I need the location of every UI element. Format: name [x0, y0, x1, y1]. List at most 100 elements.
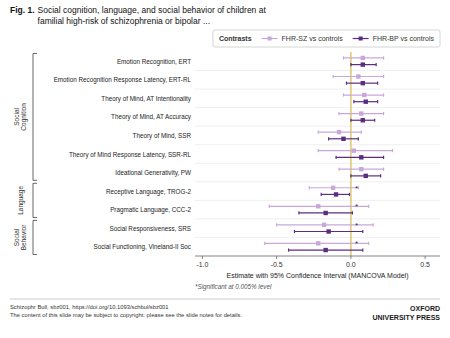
section-label: SocialCognition [13, 103, 29, 131]
section-bracket [33, 183, 37, 217]
ci-cap [353, 100, 354, 103]
ci-cap [380, 174, 381, 177]
ci-cap [374, 119, 375, 122]
x-tick-label: -1.0 [196, 261, 208, 268]
point-estimate [361, 56, 365, 60]
row-separator [195, 126, 440, 127]
plot-area [265, 52, 393, 256]
point-estimate [331, 186, 335, 190]
row-separator [195, 218, 440, 219]
legend-label: FHR-BP vs controls [373, 35, 435, 42]
ci-cap [318, 131, 319, 134]
ci-cap [350, 63, 351, 66]
ci-cap [358, 137, 359, 140]
point-estimate [362, 93, 366, 97]
row-separator [195, 89, 440, 90]
ci-cap [321, 193, 322, 196]
point-estimate [356, 74, 360, 78]
category-label: Social Functioning, Vineland-II Soc [93, 243, 191, 251]
ci-cap [373, 223, 374, 226]
ci-cap [368, 242, 369, 245]
ci-cap [264, 242, 265, 245]
x-axis-label: Estimate with 95% Confidence Interval (M… [227, 272, 409, 280]
x-tick-label: 0.5 [420, 261, 430, 268]
category-label: Theory of Mind, SSR [133, 132, 192, 140]
point-estimate [364, 174, 368, 178]
ci-cap [362, 230, 363, 233]
significance-marker: * [355, 239, 358, 248]
ci-cap [352, 211, 353, 214]
point-estimate [316, 241, 320, 245]
legend-swatch [268, 37, 272, 41]
point-estimate [359, 167, 363, 171]
category-label: Theory of Mind, AT Intentionality [101, 95, 192, 103]
ci-cap [318, 149, 319, 152]
point-estimate [326, 229, 330, 233]
point-estimate [341, 137, 345, 141]
row-separator [195, 237, 440, 238]
legend: ContrastsFHR-SZ vs controlsFHR-BP vs con… [213, 30, 440, 47]
ci-cap [383, 75, 384, 78]
x-tick [202, 256, 203, 259]
title: Fig. 1. [10, 5, 35, 15]
category-label: Emotion Recognition Response Latency, ER… [54, 76, 192, 84]
ci-cap [343, 93, 344, 96]
category-label: Pragmatic Language, CCC-2 [110, 206, 191, 214]
ci-cap [298, 211, 299, 214]
ci-cap [294, 230, 295, 233]
x-tick [276, 256, 277, 259]
point-estimate [316, 204, 320, 208]
point-estimate [323, 248, 327, 252]
point-estimate [361, 118, 365, 122]
row-separator [195, 163, 440, 164]
x-tick [350, 256, 351, 259]
row-separator [195, 70, 440, 71]
category-label: Emotion Recognition, ERT [117, 58, 191, 66]
ci-cap [383, 93, 384, 96]
point-estimate [359, 155, 363, 159]
legend-swatch [359, 37, 363, 41]
x-tick [425, 256, 426, 259]
category-label: Receptive Language, TROG-2 [106, 188, 191, 196]
ci-cap [338, 112, 339, 115]
ci-cap [309, 186, 310, 189]
legend-frame [213, 30, 440, 47]
footer-separator [10, 299, 440, 300]
row-separator [195, 200, 440, 201]
ci-cap [328, 137, 329, 140]
category-label: Theory of Mind, AT Accuracy [111, 113, 192, 121]
ci-cap [338, 168, 339, 171]
x-tick-label: -0.5 [271, 261, 283, 268]
source: Schizophr Bull, sbz001, https://doi.org/… [10, 304, 242, 318]
significance-marker: * [355, 184, 358, 193]
ci-cap [269, 205, 270, 208]
subtitle-line: familial high-risk of schizophrenia or b… [38, 16, 210, 26]
point-estimate [323, 211, 327, 215]
ci-cap [335, 156, 336, 159]
point-estimate [364, 100, 368, 104]
section-label-line: Behavior [20, 224, 27, 250]
x-axis [195, 256, 440, 257]
point-estimate [361, 81, 365, 85]
source-line: Schizophr Bull, sbz001, https://doi.org/… [10, 304, 169, 310]
point-estimate [337, 130, 341, 134]
ci-cap [383, 156, 384, 159]
ci-cap [383, 56, 384, 59]
row-separator [195, 107, 440, 108]
publisher-line: UNIVERSITY PRESS [372, 314, 440, 321]
section-label-line: Social [13, 108, 20, 126]
row-separator [195, 181, 440, 182]
ci-cap [377, 82, 378, 85]
ci-cap [376, 63, 377, 66]
point-estimate [334, 192, 338, 196]
section-bracket [33, 220, 37, 254]
significance-marker: * [355, 202, 358, 211]
section-label-line: Cognition [20, 103, 28, 131]
significance-marker: * [355, 221, 358, 230]
section-label-line: Language [17, 186, 25, 215]
ci-cap [350, 174, 351, 177]
publisher-line: OXFORD [410, 305, 440, 312]
ci-cap [349, 193, 350, 196]
point-estimate [322, 223, 326, 227]
ci-cap [377, 100, 378, 103]
